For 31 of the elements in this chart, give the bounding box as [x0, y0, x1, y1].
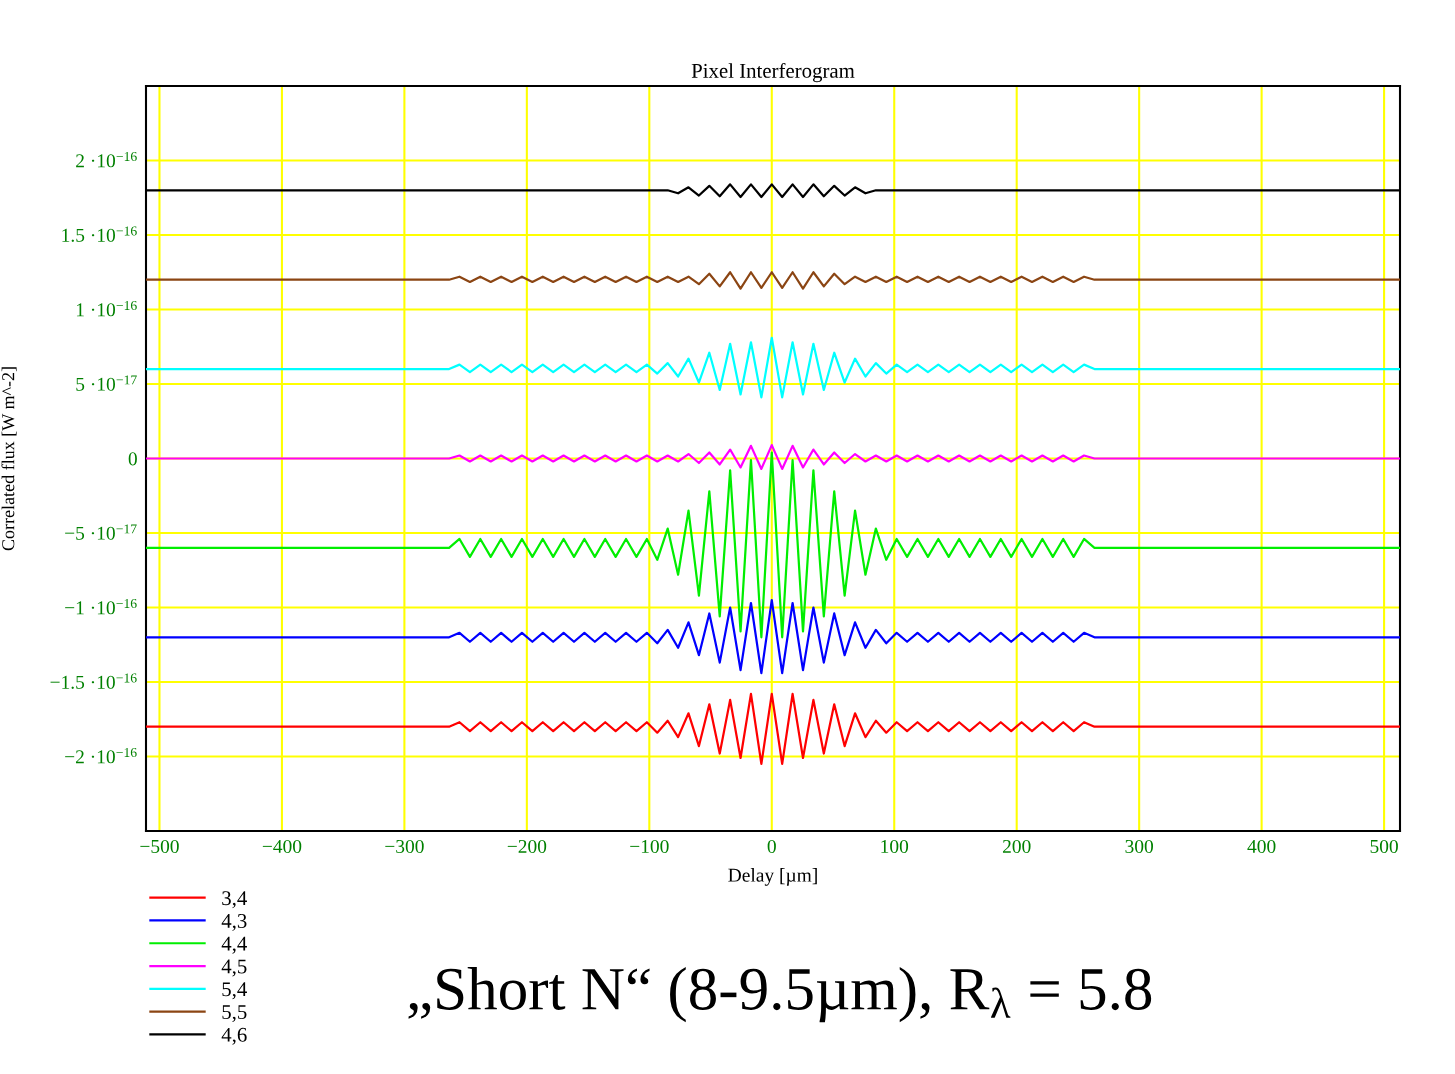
- x-tick-label: −500: [140, 839, 179, 854]
- x-tick-label: 300: [1125, 839, 1153, 854]
- chart-title: Pixel Interferogram: [691, 63, 855, 83]
- legend-label: 4,6: [221, 1027, 247, 1045]
- x-tick-label: 500: [1370, 839, 1398, 854]
- y-tick-label: −5 ·10$^{−17}$: [65, 524, 137, 540]
- legend-label: 3,4: [222, 891, 247, 909]
- legend-label: 4,5: [221, 959, 247, 977]
- y-tick-label: 1.5 ·10$^{−16}$: [62, 226, 137, 242]
- y-tick-label: −1.5 ·10$^{−16}$: [50, 673, 137, 689]
- x-tick-label: 200: [1002, 839, 1031, 854]
- x-tick-label: −300: [385, 839, 424, 854]
- x-tick-label: −100: [630, 839, 669, 854]
- legend-label: 5,4: [222, 982, 247, 1000]
- y-axis-title: Correlated flux [W m^-2]: [1, 367, 17, 551]
- x-tick-label: 100: [881, 839, 909, 854]
- y-tick-label: 2 ·10$^{−16}$: [76, 151, 137, 168]
- x-tick-label: −400: [262, 839, 302, 854]
- x-tick-label: 400: [1247, 839, 1276, 854]
- x-tick-label: −200: [507, 839, 547, 854]
- y-tick-label: −1 ·10$^{−16}$: [65, 598, 137, 615]
- legend-label: 5,5: [222, 1005, 247, 1023]
- legend-label: 4,4: [221, 936, 247, 954]
- legend-label: 4,3: [221, 913, 247, 931]
- y-tick-label: 1 ·10$^{−16}$: [76, 300, 137, 317]
- y-tick-label: −2 ·10$^{−16}$: [65, 747, 137, 764]
- x-tick-label: 0: [767, 839, 776, 854]
- text: „Short N“ (8-9.5µm), R$_{λ}$ = 5.8: [408, 966, 1152, 1023]
- x-axis-title: Delay [µm]: [728, 868, 817, 886]
- y-tick-label: 5 ·10$^{−17}$: [76, 375, 137, 391]
- y-tick-label: 0: [128, 452, 137, 466]
